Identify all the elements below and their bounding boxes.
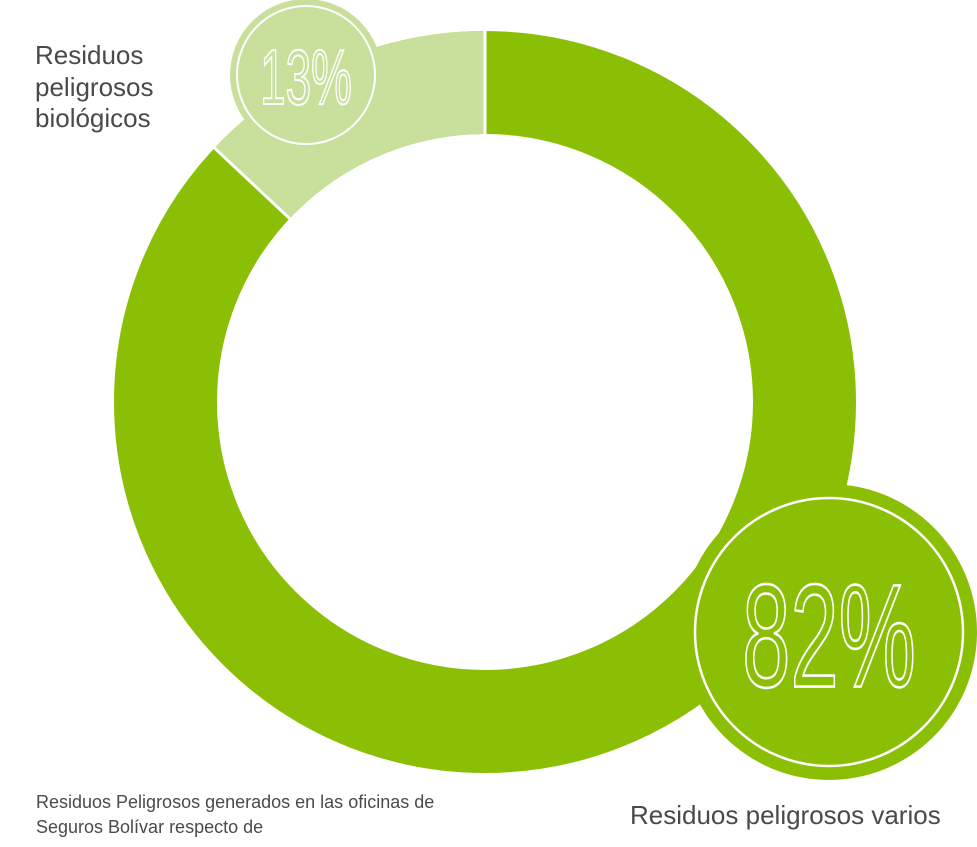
slice-divider [212, 145, 293, 222]
slice-label-line: peligrosos [35, 71, 154, 102]
percent-badges: 13% 82% [230, 0, 977, 780]
slice-label-line: Residuos [35, 40, 144, 70]
slice-label-biologicos: Residuos peligrosos biológicos [35, 40, 205, 135]
badge-biologicos-ring [236, 5, 376, 145]
slice-label-line: biológicos [35, 103, 151, 134]
chart-caption: Residuos Peligrosos generados en las ofi… [36, 792, 435, 838]
badge-biologicos-value: 13% [260, 33, 352, 121]
badge-varios-ring [693, 496, 965, 768]
badge-varios [681, 484, 977, 780]
badge-biologicos [230, 0, 382, 151]
badge-varios-value: 82% [742, 554, 916, 718]
slice-label-varios: Residuos peligrosos varios [630, 800, 941, 830]
